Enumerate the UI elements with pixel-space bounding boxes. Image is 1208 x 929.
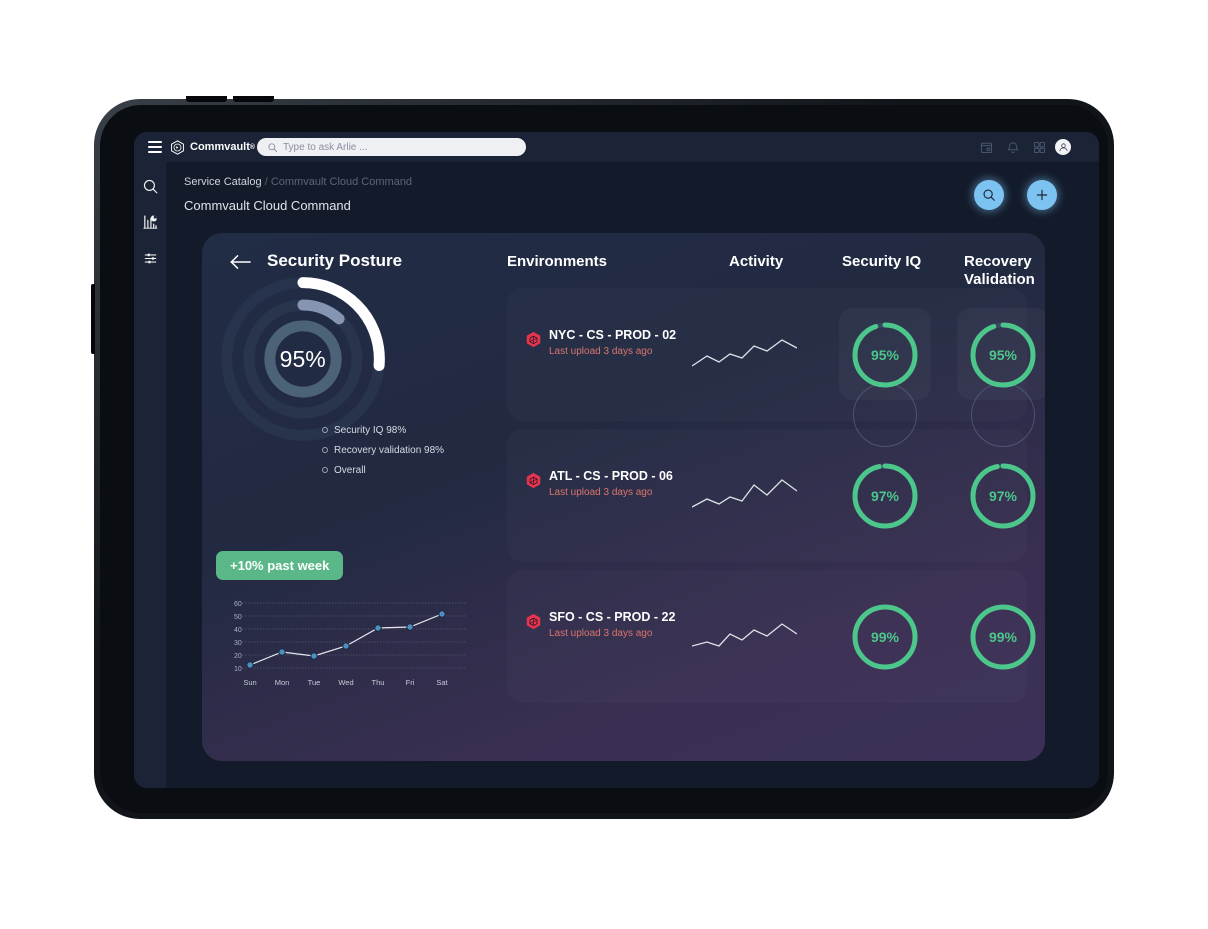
svg-text:20: 20 [234,653,242,660]
svg-text:Thu: Thu [372,678,385,687]
svg-text:30: 30 [234,640,242,647]
svg-text:Tue: Tue [308,678,321,687]
svg-text:Mon: Mon [275,678,290,687]
svg-text:10: 10 [234,666,242,673]
svg-text:Wed: Wed [338,678,353,687]
svg-text:Fri: Fri [406,678,415,687]
svg-text:Sat: Sat [436,678,448,687]
svg-text:97%: 97% [871,488,900,504]
svg-text:40: 40 [234,627,242,634]
svg-text:95%: 95% [989,347,1018,363]
svg-text:60: 60 [234,601,242,608]
svg-text:50: 50 [234,614,242,621]
svg-text:95%: 95% [871,347,900,363]
svg-text:Sun: Sun [243,678,256,687]
svg-text:97%: 97% [989,488,1018,504]
svg-text:99%: 99% [989,629,1018,645]
svg-text:99%: 99% [871,629,900,645]
